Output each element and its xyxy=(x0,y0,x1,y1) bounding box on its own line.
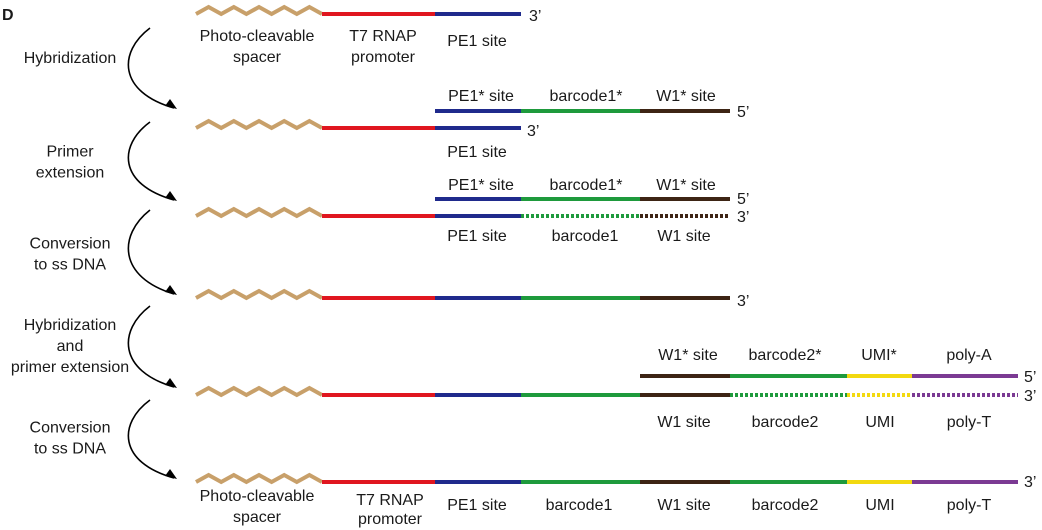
step-arrowhead-4 xyxy=(165,378,177,388)
row6-umi-label: UMI xyxy=(865,497,894,514)
row5-barcode2-label: barcode2 xyxy=(752,414,819,431)
row2-three-prime: 3’ xyxy=(527,123,539,140)
row2-spacer-strand xyxy=(195,118,323,131)
row6-t7-label-1: T7 RNAP xyxy=(356,492,424,509)
row1-spacer-label-1: Photo-cleavable xyxy=(200,28,315,45)
row5-w1-label: W1 site xyxy=(657,414,710,431)
row1-pe1-label: PE1 site xyxy=(447,33,507,50)
row1-three-prime: 3’ xyxy=(529,8,541,25)
row2-pe1-star-label: PE1* site xyxy=(448,88,514,105)
step-arrow-5 xyxy=(127,399,175,479)
row1-t7-label-1: T7 RNAP xyxy=(349,28,417,45)
row5-five-prime: 5’ xyxy=(1024,369,1036,386)
step-5-label-line-1: Conversion xyxy=(30,420,111,437)
row6-spacer-label-2: spacer xyxy=(233,509,282,526)
row4-spacer-strand xyxy=(195,288,323,301)
row1-t7-label-2: promoter xyxy=(351,49,416,66)
step-arrows xyxy=(127,27,177,479)
row3-pe1-label: PE1 site xyxy=(447,228,507,245)
row6-spacer-strand xyxy=(195,472,323,485)
row3-barcode1-label: barcode1 xyxy=(552,228,619,245)
step-arrowhead-5 xyxy=(165,469,177,479)
row3-barcode1-star-label: barcode1* xyxy=(550,177,623,194)
row3-pe1-star-label: PE1* site xyxy=(448,177,514,194)
row3-five-prime: 5’ xyxy=(737,191,749,208)
row6-poly-t-label: poly-T xyxy=(947,497,992,514)
row1-spacer-strand xyxy=(195,4,323,17)
row3-three-prime: 3’ xyxy=(737,209,749,226)
step-2-label-line-1: Primer xyxy=(46,144,94,161)
step-2-label-line-2: extension xyxy=(36,165,105,182)
step-4-label-line-1: Hybridization xyxy=(24,317,116,334)
step-arrowhead-2 xyxy=(165,191,177,201)
row5-three-prime: 3’ xyxy=(1024,388,1036,405)
row6-three-prime: 3’ xyxy=(1024,474,1036,491)
step-1-label-line-1: Hybridization xyxy=(24,50,116,67)
row3-w1-label: W1 site xyxy=(657,228,710,245)
step-arrow-1 xyxy=(127,27,175,109)
row5-w1-star-label: W1* site xyxy=(658,347,718,364)
row3-w1-star-label: W1* site xyxy=(656,177,716,194)
row2-five-prime: 5’ xyxy=(737,104,749,121)
step-3-label-line-2: to ss DNA xyxy=(34,257,106,274)
step-arrowhead-1 xyxy=(165,99,177,109)
row3-spacer-strand xyxy=(195,206,323,219)
panel-label: D xyxy=(2,7,14,24)
row5-spacer-strand xyxy=(195,385,323,398)
row1-spacer-label-2: spacer xyxy=(233,49,282,66)
row6-barcode2-label: barcode2 xyxy=(752,497,819,514)
step-labels: Hybridization Primer extension Conversion to… xyxy=(11,50,129,458)
step-5-label-line-2: to ss DNA xyxy=(34,441,106,458)
row4-three-prime: 3’ xyxy=(737,293,749,310)
row6-w1-label: W1 site xyxy=(657,497,710,514)
strands xyxy=(195,4,1018,485)
step-arrow-3 xyxy=(127,209,175,295)
step-4-label-line-2: and xyxy=(57,338,84,355)
step-arrow-2 xyxy=(127,121,175,201)
row5-umi-star-label: UMI* xyxy=(861,347,897,364)
row5-barcode2-star-label: barcode2* xyxy=(749,347,822,364)
row6-pe1-label: PE1 site xyxy=(447,497,507,514)
row5-umi-label: UMI xyxy=(865,414,894,431)
row6-spacer-label-1: Photo-cleavable xyxy=(200,488,315,505)
row6-t7-label-2: promoter xyxy=(358,511,423,528)
row2-w1-star-label: W1* site xyxy=(656,88,716,105)
row6-barcode1-label: barcode1 xyxy=(546,497,613,514)
row5-poly-a-label: poly-A xyxy=(946,347,992,364)
row2-barcode1-star-label: barcode1* xyxy=(550,88,623,105)
row2-pe1-label: PE1 site xyxy=(447,144,507,161)
step-arrowhead-3 xyxy=(165,285,177,295)
step-arrow-4 xyxy=(127,305,175,388)
step-4-label-line-3: primer extension xyxy=(11,359,129,376)
row5-poly-t-label: poly-T xyxy=(947,414,992,431)
step-3-label-line-1: Conversion xyxy=(30,236,111,253)
